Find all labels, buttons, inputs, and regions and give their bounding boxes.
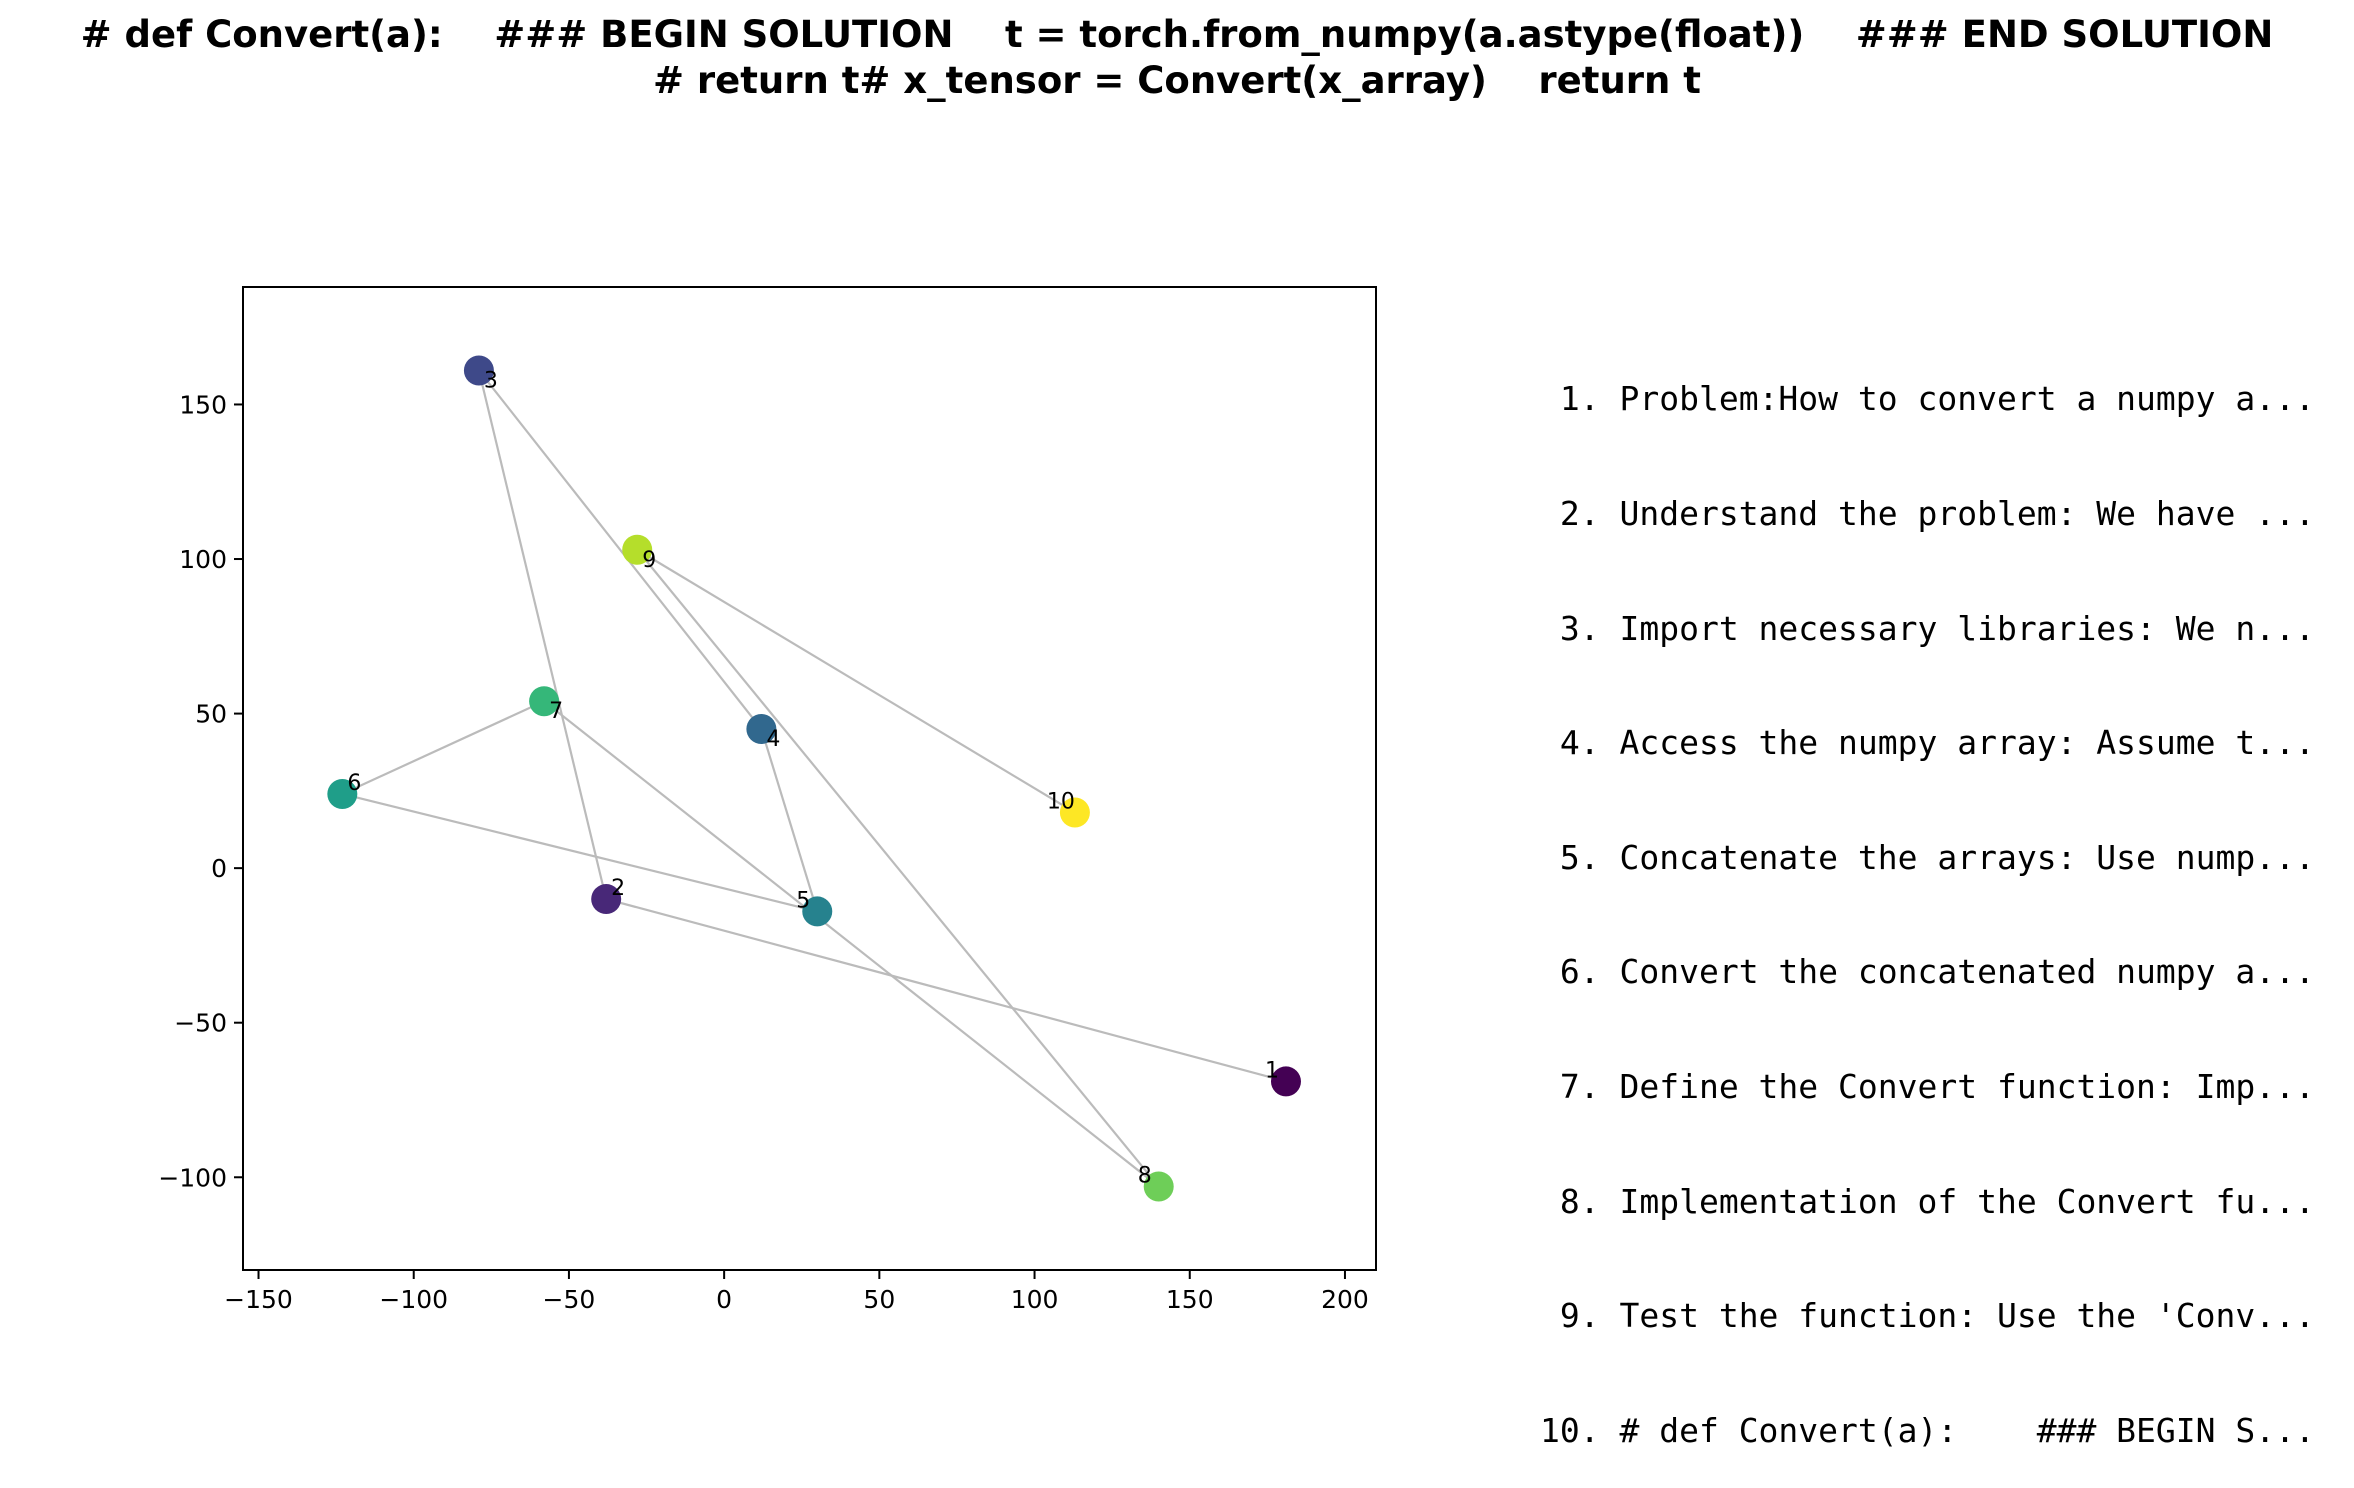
scatter-point <box>622 534 653 565</box>
path-segment <box>478 369 763 730</box>
step-item: 9. Test the function: Use the 'Conv... <box>1540 1297 2315 1335</box>
path-segment <box>636 549 1160 1188</box>
y-axis: −100 −50 0 50 100 150 <box>158 390 243 1192</box>
connecting-path <box>341 369 1287 1188</box>
step-text: Problem:How to convert a numpy a... <box>1619 379 2315 419</box>
path-segment <box>477 370 608 900</box>
path-segment <box>760 728 819 912</box>
point-label: 6 <box>347 771 361 796</box>
step-item: 7. Define the Convert function: Imp... <box>1540 1067 2315 1107</box>
point-label: 7 <box>549 699 563 724</box>
step-text: Test the function: Use the 'Conv... <box>1619 1296 2315 1336</box>
point-labels: 1 2 3 4 5 6 7 8 9 10 <box>347 368 1279 1188</box>
scatter-point <box>591 884 622 915</box>
step-number: 10. <box>1540 1410 1600 1450</box>
step-item: 4. Access the numpy array: Assume t... <box>1540 724 2315 762</box>
step-number: 4. <box>1540 723 1600 763</box>
step-number: 7. <box>1540 1067 1600 1107</box>
step-item: 6. Convert the concatenated numpy a... <box>1540 953 2315 991</box>
scatter-chart: 1 2 3 4 5 6 7 8 9 10 −150 −100 −50 0 50 100 150 200 −100… <box>158 286 1377 1314</box>
y-tick-label: −100 <box>158 1163 227 1192</box>
scatter-point <box>529 686 560 717</box>
x-axis: −150 −100 −50 0 50 100 150 200 <box>224 1270 1369 1314</box>
scatter-points <box>327 355 1301 1202</box>
point-label: 3 <box>484 368 498 393</box>
step-text: Implementation of the Convert fu... <box>1619 1181 2315 1221</box>
x-tick-label: −100 <box>379 1285 448 1314</box>
step-number: 1. <box>1540 379 1600 419</box>
x-tick-label: 50 <box>863 1285 895 1314</box>
path-segment <box>636 548 1076 814</box>
point-label: 9 <box>642 548 656 573</box>
step-number: 2. <box>1540 494 1600 534</box>
figure-title: # def Convert(a): ### BEGIN SOLUTION t =… <box>0 12 2354 104</box>
y-tick-label: 50 <box>195 700 227 729</box>
step-text: Understand the problem: We have ... <box>1619 494 2315 534</box>
step-item: 2. Understand the problem: We have ... <box>1540 494 2315 534</box>
point-label: 1 <box>1265 1058 1279 1083</box>
figure-title-line-1: # def Convert(a): ### BEGIN SOLUTION t =… <box>80 13 2274 56</box>
point-label: 8 <box>1138 1164 1152 1189</box>
step-text: Access the numpy array: Assume t... <box>1619 723 2315 763</box>
scatter-point <box>1270 1066 1301 1097</box>
step-item: 10. # def Convert(a): ### BEGIN S... <box>1540 1410 2315 1450</box>
point-label: 2 <box>611 876 625 901</box>
step-item: 1. Problem:How to convert a numpy a... <box>1540 380 2315 418</box>
step-text: Concatenate the arrays: Use nump... <box>1619 837 2315 877</box>
step-text: Convert the concatenated numpy a... <box>1619 952 2315 992</box>
x-tick-label: −50 <box>543 1285 596 1314</box>
step-text: Import necessary libraries: We n... <box>1619 608 2315 648</box>
scatter-point <box>746 714 777 745</box>
path-segment <box>341 700 545 795</box>
path-segment <box>543 700 1160 1188</box>
y-tick-label: 0 <box>211 854 227 883</box>
y-tick-label: 100 <box>179 545 227 574</box>
x-tick-label: 100 <box>1011 1285 1059 1314</box>
x-tick-label: 200 <box>1321 1285 1369 1314</box>
point-label: 5 <box>796 888 810 913</box>
step-text: Define the Convert function: Imp... <box>1619 1067 2315 1107</box>
step-number: 5. <box>1540 837 1600 877</box>
step-number: 6. <box>1540 952 1600 992</box>
x-tick-label: 150 <box>1166 1285 1214 1314</box>
step-number: 8. <box>1540 1181 1600 1221</box>
step-number: 9. <box>1540 1296 1600 1336</box>
x-tick-label: 0 <box>716 1285 732 1314</box>
y-tick-label: 150 <box>179 390 227 419</box>
x-tick-label: −150 <box>224 1285 293 1314</box>
plot-area-frame <box>242 286 1377 1271</box>
point-label: 4 <box>766 727 780 752</box>
path-segment <box>342 792 818 913</box>
path-segment <box>605 897 1287 1083</box>
step-item: 3. Import necessary libraries: We n... <box>1540 608 2315 648</box>
y-tick-label: −50 <box>174 1009 227 1038</box>
scatter-point <box>327 778 358 809</box>
step-item: 5. Concatenate the arrays: Use nump... <box>1540 837 2315 877</box>
scatter-point <box>1143 1171 1174 1202</box>
step-text: # def Convert(a): ### BEGIN S... <box>1619 1410 2315 1450</box>
scatter-point <box>1059 797 1090 828</box>
point-label: 10 <box>1047 790 1075 815</box>
scatter-point <box>802 896 833 927</box>
step-number: 3. <box>1540 608 1600 648</box>
step-item: 8. Implementation of the Convert fu... <box>1540 1181 2315 1221</box>
scatter-point <box>463 355 494 386</box>
figure-title-line-2: # return t# x_tensor = Convert(x_array) … <box>653 59 1701 102</box>
steps-list: 1. Problem:How to convert a numpy a... 2… <box>1540 304 2315 1488</box>
